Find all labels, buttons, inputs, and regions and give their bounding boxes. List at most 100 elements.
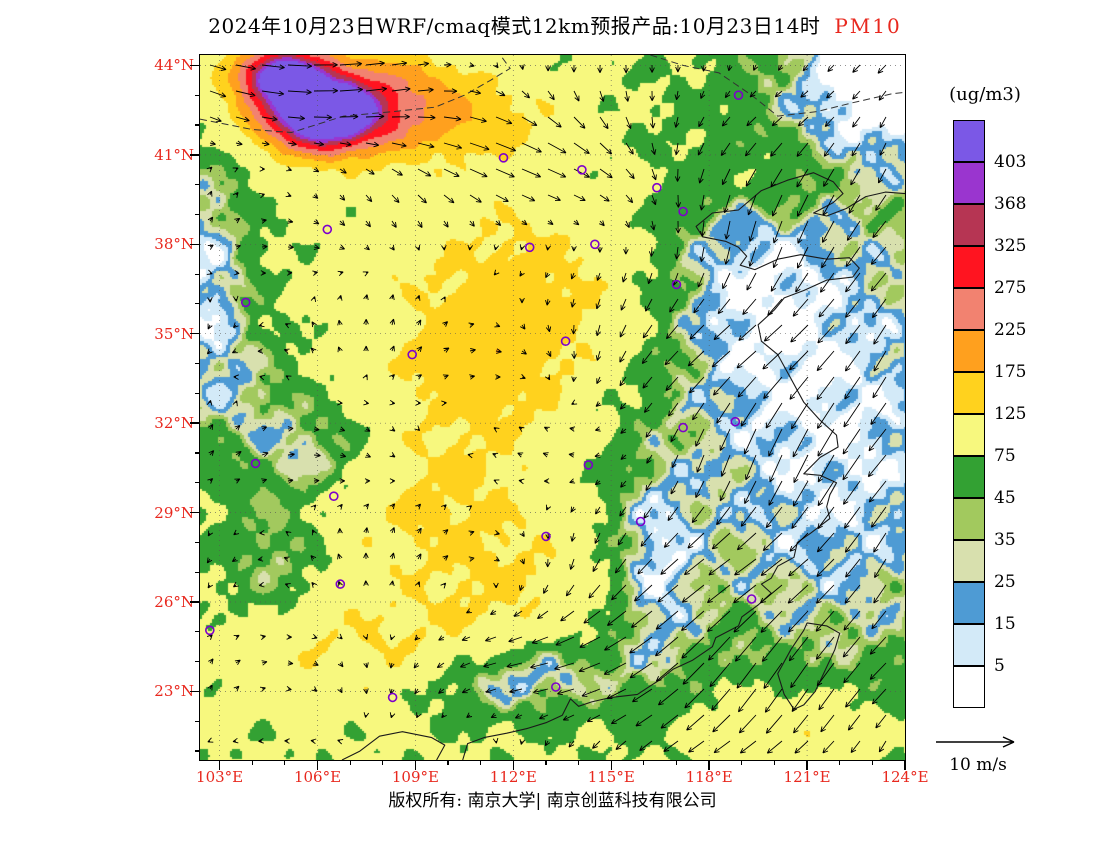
lat-tick-minor	[195, 124, 200, 126]
lon-tick-minor	[675, 760, 678, 765]
colorbar-swatch	[953, 624, 985, 666]
graticule-lines	[200, 55, 905, 760]
colorbar-level-label: 35	[994, 530, 1016, 550]
lon-tick-major	[218, 760, 221, 770]
colorbar-level-label: 275	[994, 278, 1027, 298]
lat-tick-minor	[195, 392, 200, 394]
city-marker	[678, 422, 688, 433]
wind-reference-label: 10 m/s	[949, 755, 1007, 775]
lon-tick-minor	[741, 760, 743, 765]
lon-tick-label: 124°E	[881, 768, 929, 786]
lat-tick-minor	[195, 184, 200, 186]
colorbar-level-label: 45	[994, 488, 1016, 508]
city-marker	[329, 491, 339, 502]
wind-reference: 10 m/s	[928, 732, 1028, 775]
colorbar-level-label: 175	[994, 362, 1027, 382]
colorbar-level-label: 125	[994, 404, 1027, 424]
lat-tick-major	[190, 332, 200, 335]
map-overlay-svg	[200, 55, 905, 760]
lon-tick-major	[708, 760, 710, 770]
city-marker	[652, 182, 662, 193]
lon-tick-major	[512, 760, 515, 770]
wind-reference-arrow-icon	[936, 736, 1015, 748]
colorbar-swatch	[953, 162, 985, 204]
lon-tick-minor	[349, 760, 351, 765]
lon-tick-minor	[284, 760, 286, 765]
coastline-path	[341, 731, 446, 760]
country-border-path	[200, 55, 511, 134]
pm10-field-canvas	[200, 55, 905, 760]
lat-tick-label: 44°N	[154, 56, 194, 75]
lon-tick-major	[904, 760, 906, 770]
lat-tick-minor	[195, 94, 200, 96]
lon-tick-minor	[643, 760, 645, 765]
lat-tick-label: 32°N	[154, 414, 194, 433]
lon-tick-minor	[578, 760, 580, 765]
lon-tick-minor	[839, 760, 841, 765]
city-marker	[583, 460, 594, 470]
colorbar-level-label: 15	[994, 614, 1016, 634]
lon-tick-label: 118°E	[685, 768, 733, 786]
lat-tick-minor	[195, 452, 200, 454]
city-marker	[205, 625, 215, 636]
lon-tick-label: 112°E	[489, 768, 537, 786]
legend-units-label: (ug/m3)	[949, 84, 1021, 105]
city-marker	[560, 336, 571, 347]
city-marker	[590, 239, 600, 250]
colorbar-level-label: 25	[994, 572, 1016, 592]
colorbar-swatch	[953, 204, 985, 246]
colorbar-swatch	[953, 456, 985, 498]
lat-tick-minor	[195, 541, 200, 543]
lat-tick-label: 38°N	[154, 235, 194, 254]
colorbar-level-label: 5	[994, 656, 1005, 676]
lat-tick-major	[190, 690, 200, 693]
lat-tick-minor	[195, 482, 200, 484]
lat-tick-minor	[195, 362, 200, 365]
lon-tick-minor	[545, 760, 547, 765]
city-marker	[635, 516, 646, 527]
colorbar-swatch	[953, 330, 985, 372]
map-plot	[199, 54, 906, 761]
chart-title-pollutant: PM10	[834, 14, 902, 38]
lon-tick-major	[610, 760, 612, 770]
city-marker	[577, 165, 587, 175]
wind-vector-arrows	[206, 60, 887, 754]
coastline-path	[462, 172, 905, 760]
lon-tick-minor	[480, 760, 482, 765]
lat-tick-minor	[195, 571, 200, 573]
city-marker	[407, 349, 417, 360]
city-marker	[746, 594, 757, 604]
city-marker	[524, 242, 535, 253]
chart-title-main: 2024年10月23日WRF/cmaq模式12km预报产品:10月23日14时	[208, 14, 821, 38]
lat-tick-major	[190, 422, 200, 424]
lon-tick-label: 109°E	[391, 768, 439, 786]
coastline-path	[777, 622, 841, 710]
city-marker	[733, 90, 744, 101]
colorbar-level-label: 403	[994, 152, 1027, 172]
colorbar-level-label: 368	[994, 194, 1027, 214]
city-marker	[387, 692, 398, 703]
colorbar-swatch	[953, 414, 985, 456]
city-marker	[240, 297, 251, 308]
lon-tick-minor	[447, 760, 449, 765]
lat-tick-major	[190, 154, 200, 156]
lon-tick-label: 103°E	[196, 768, 244, 786]
lat-tick-minor	[195, 720, 200, 722]
lon-tick-major	[806, 760, 808, 770]
lat-tick-label: 41°N	[154, 145, 194, 164]
city-marker	[335, 579, 346, 589]
lat-tick-label: 23°N	[154, 682, 194, 701]
lat-tick-major	[190, 64, 200, 67]
colorbar-swatch	[953, 288, 985, 330]
country-border-path	[650, 55, 905, 117]
colorbar-swatch	[953, 120, 985, 162]
city-marker	[498, 153, 509, 163]
lat-tick-label: 35°N	[154, 324, 194, 343]
lat-tick-major	[190, 601, 200, 603]
lon-tick-minor	[773, 760, 776, 765]
colorbar-swatch	[953, 246, 985, 288]
chart-title: 2024年10月23日WRF/cmaq模式12km预报产品:10月23日14时 P…	[140, 10, 970, 39]
lat-tick-major	[190, 243, 200, 246]
lat-tick-minor	[195, 303, 200, 305]
